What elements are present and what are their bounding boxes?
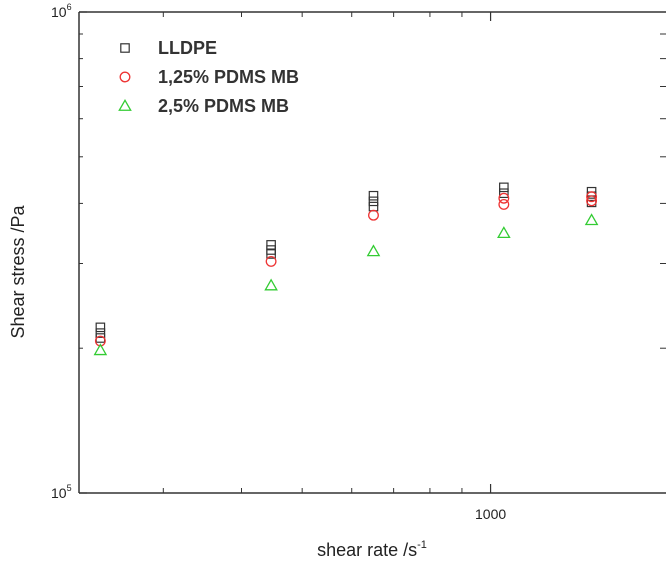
data-point-circle	[368, 209, 379, 221]
axis-ticks	[79, 11, 666, 494]
data-point-triangle	[93, 343, 108, 356]
data-point-square	[368, 190, 379, 201]
x-axis-label-text: shear rate /s	[317, 540, 417, 560]
data-point-square	[368, 201, 379, 212]
data-point-circle	[498, 192, 510, 204]
y-tick-label-base: 10	[51, 485, 67, 501]
data-point-triangle	[366, 244, 381, 257]
y-tick-label-exp: 6	[67, 2, 72, 12]
data-point-square	[95, 328, 106, 338]
x-axis-label-sup: -1	[417, 539, 427, 551]
data-point-square	[266, 240, 276, 250]
legend-marker-triangle	[118, 98, 132, 111]
y-tick-label-base: 10	[51, 4, 67, 20]
x-axis-label: shear rate /s-1	[317, 539, 427, 560]
y-tick-label: 106	[51, 2, 72, 20]
legend-marker-circle	[119, 71, 131, 83]
data-point-circle	[265, 255, 277, 267]
data-point-triangle	[264, 278, 278, 291]
data-point-circle	[498, 199, 510, 210]
data-point-circle	[586, 195, 598, 207]
legend-label: LLDPE	[158, 38, 217, 58]
y-tick-label: 105	[51, 483, 72, 501]
legend-marker-square	[120, 43, 130, 53]
data-point-square	[266, 249, 276, 259]
legend-label: 2,5% PDMS MB	[158, 96, 289, 116]
data-points	[93, 182, 599, 356]
data-point-square	[95, 322, 106, 333]
y-tick-label-exp: 5	[67, 483, 72, 493]
x-tick-label: 1000	[475, 506, 506, 522]
data-point-circle	[586, 191, 598, 203]
y-axis-label: Shear stress /Pa	[8, 204, 28, 338]
data-point-square	[499, 182, 509, 193]
legend: LLDPE 1,25% PDMS MB 2,5% PDMS MB	[118, 38, 299, 116]
legend-label: 1,25% PDMS MB	[158, 67, 299, 87]
data-point-square	[368, 196, 379, 207]
data-point-triangle	[497, 226, 511, 239]
plot-frame	[78, 11, 666, 494]
data-point-triangle	[584, 213, 599, 226]
data-point-square	[499, 188, 509, 199]
